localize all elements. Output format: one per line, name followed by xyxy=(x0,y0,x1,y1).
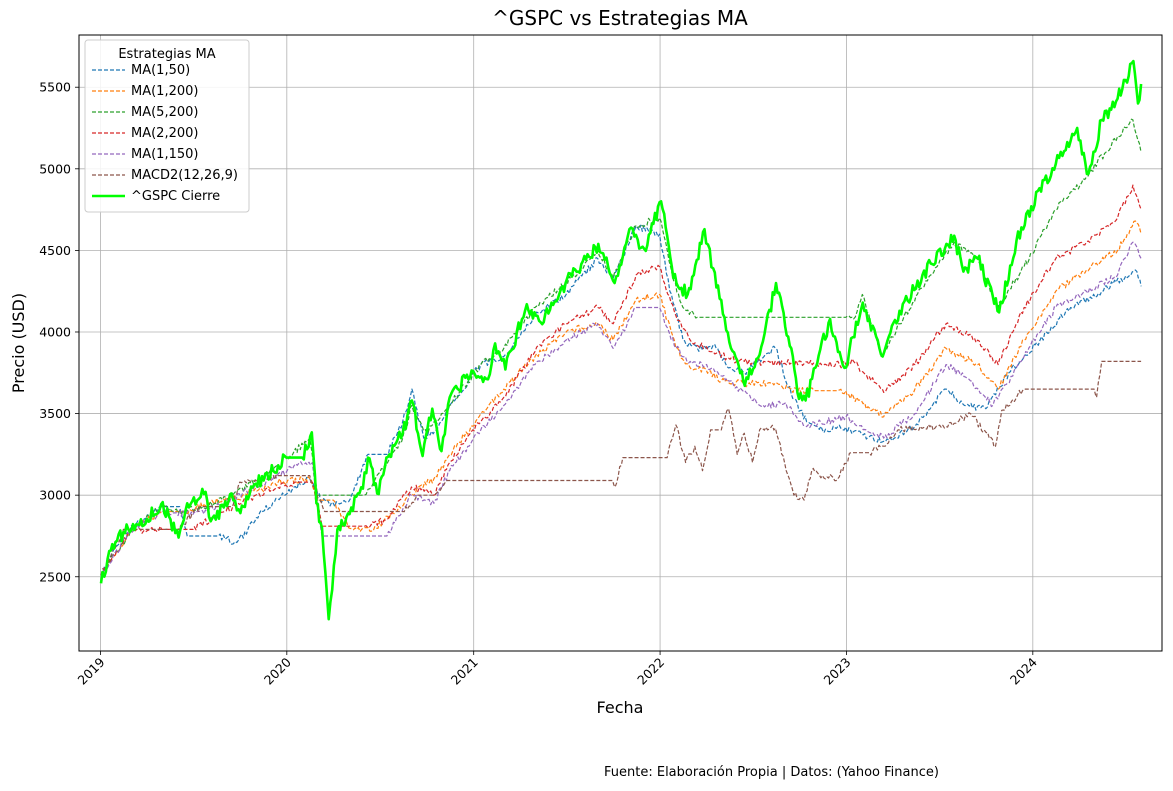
x-axis-label: Fecha xyxy=(597,698,644,717)
x-tick-label: 2020 xyxy=(261,654,294,687)
y-tick-label: 5000 xyxy=(39,161,71,176)
legend-title: Estrategias MA xyxy=(118,47,215,62)
chart-title: ^GSPC vs Estrategias MA xyxy=(492,6,748,30)
y-axis-label: Precio (USD) xyxy=(9,293,28,393)
x-tick-label: 2021 xyxy=(448,655,481,688)
legend-label: MA(1,150) xyxy=(131,147,198,162)
x-tick-label: 2019 xyxy=(74,654,107,687)
legend-box xyxy=(84,39,250,213)
legend-label: MA(5,200) xyxy=(131,105,198,120)
y-tick-label: 4000 xyxy=(39,324,71,339)
y-tick-label: 5500 xyxy=(39,80,71,95)
x-tick-label: 2023 xyxy=(820,655,853,688)
series-line-1 xyxy=(100,220,1142,576)
series-line-4 xyxy=(100,241,1142,577)
y-tick-label: 2500 xyxy=(39,569,71,584)
y-tick-label: 4500 xyxy=(39,243,71,258)
series-layer xyxy=(99,59,1143,621)
legend: Estrategias MA MA(1,50) MA(1,200) MA(5,200… xyxy=(84,39,250,213)
series-line-6 xyxy=(99,59,1143,621)
x-axis: 2019 2020 2021 2022 2023 2024 xyxy=(74,651,1040,688)
legend-label: MA(2,200) xyxy=(131,126,198,141)
y-axis: 2500 3000 3500 4000 4500 5000 5500 xyxy=(39,80,79,584)
footnote: Fuente: Elaboración Propia | Datos: (Yah… xyxy=(604,765,939,780)
x-tick-label: 2022 xyxy=(634,655,667,688)
legend-label: ^GSPC Cierre xyxy=(131,189,220,204)
legend-label: MA(1,50) xyxy=(131,63,190,78)
y-tick-label: 3000 xyxy=(39,488,71,503)
legend-label: MACD2(12,26,9) xyxy=(131,168,238,183)
series-line-5 xyxy=(100,360,1142,576)
legend-items: MA(1,50) MA(1,200) MA(5,200) MA(2,200) MA(1,… xyxy=(92,63,238,204)
series-line-2 xyxy=(100,118,1142,576)
y-tick-label: 3500 xyxy=(39,406,71,421)
plot-frame xyxy=(78,34,1163,652)
series-line-3 xyxy=(100,184,1142,577)
x-tick-label: 2024 xyxy=(1007,654,1040,687)
legend-label: MA(1,200) xyxy=(131,84,198,99)
